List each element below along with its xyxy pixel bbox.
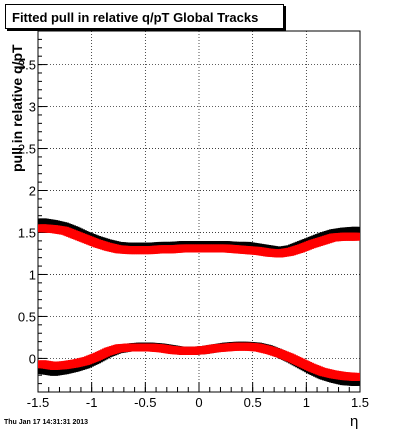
x-tick-label: 0 <box>195 395 202 410</box>
data-point <box>352 226 360 235</box>
data-point <box>38 218 46 227</box>
data-point <box>38 366 46 375</box>
series-3 <box>38 342 360 381</box>
data-points <box>38 218 360 386</box>
data-point <box>352 377 360 386</box>
x-tick-label: 1 <box>303 395 310 410</box>
x-tick-label: -0.5 <box>134 395 156 410</box>
timestamp: Thu Jan 17 14:31:31 2013 <box>4 419 89 426</box>
y-tick-label: 2.5 <box>18 142 36 157</box>
y-tick-label: 2 <box>29 184 36 199</box>
y-axis-label: pull in relative q/pT <box>9 44 25 172</box>
x-tick-label: -1 <box>86 395 98 410</box>
x-tick-label: 1.5 <box>351 395 369 410</box>
y-tick-label: 0 <box>29 351 36 366</box>
y-tick-label: 1 <box>29 267 36 282</box>
y-tick-label: 3 <box>29 100 36 115</box>
series-1 <box>38 224 360 258</box>
y-tick-label: 0.5 <box>18 309 36 324</box>
chart-title: Fitted pull in relative q/pT Global Trac… <box>12 10 259 25</box>
chart-title-box: Fitted pull in relative q/pT Global Trac… <box>5 4 284 29</box>
x-tick-label: 0.5 <box>244 395 262 410</box>
data-point <box>38 360 46 369</box>
grid <box>38 31 360 392</box>
axis-ticks <box>37 38 361 393</box>
x-axis-label: η <box>350 413 359 430</box>
y-tick-label: 1.5 <box>18 225 36 240</box>
x-tick-label: -1.5 <box>27 395 49 410</box>
tick-labels: -1.5 -1 -0.5 0 0.5 1 1.5 0 0.5 1 1.5 2 2.5 3 3.5 <box>18 58 369 410</box>
y-tick-label: 3.5 <box>18 58 36 73</box>
data-point <box>352 232 360 241</box>
data-point <box>38 224 46 233</box>
data-point <box>352 372 360 381</box>
